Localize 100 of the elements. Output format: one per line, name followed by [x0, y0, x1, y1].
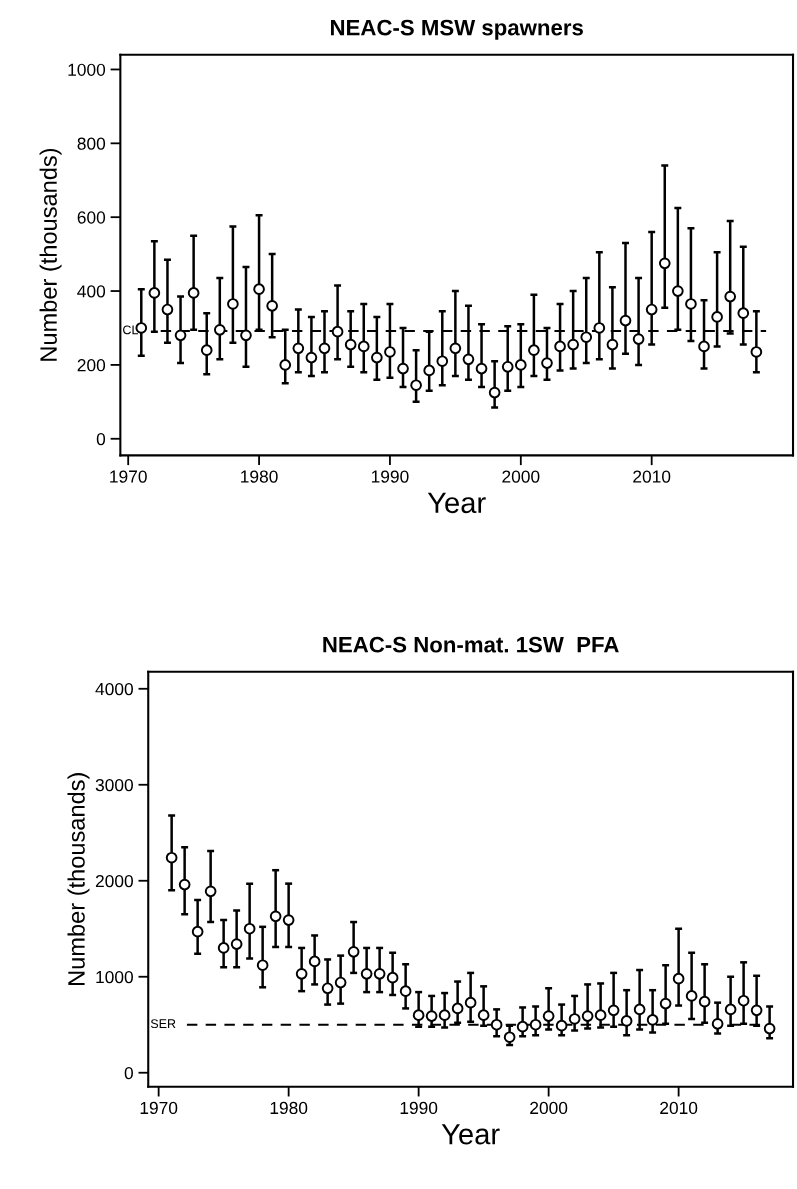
- ref-line-label: SER: [150, 1019, 176, 1029]
- point: [580, 331, 593, 344]
- point: [449, 342, 462, 355]
- point: [178, 878, 191, 891]
- point: [529, 1018, 542, 1031]
- point: [555, 1019, 568, 1032]
- point: [763, 1022, 776, 1035]
- point: [412, 1009, 425, 1021]
- x-tick-label: 1970: [110, 470, 147, 483]
- point: [438, 1009, 451, 1021]
- y-tick-label: 1000: [68, 63, 106, 76]
- point: [568, 1013, 581, 1025]
- point: [724, 290, 737, 303]
- point: [227, 298, 239, 310]
- y-tick-label: 600: [77, 211, 106, 224]
- point: [371, 351, 383, 364]
- point: [200, 344, 213, 356]
- point: [373, 968, 386, 980]
- point: [425, 1010, 438, 1022]
- point: [645, 303, 658, 316]
- y-tick-label: 400: [77, 285, 106, 298]
- point: [321, 982, 334, 995]
- point: [204, 885, 217, 898]
- chart-title: NEAC-S MSW spawners: [330, 19, 583, 40]
- point: [334, 976, 347, 989]
- point: [620, 1015, 633, 1027]
- point: [344, 338, 357, 351]
- y-tick-label: 0: [124, 1066, 133, 1080]
- x-tick-label: 2010: [633, 470, 671, 483]
- point: [187, 287, 200, 299]
- point: [217, 942, 230, 954]
- point: [451, 1002, 464, 1015]
- point: [659, 997, 672, 1010]
- y-axis-title: Number (thousands): [67, 773, 90, 985]
- y-tick-label: 1000: [96, 970, 133, 984]
- point: [269, 910, 282, 923]
- ref-line-label: CL: [123, 325, 138, 335]
- point: [711, 311, 723, 323]
- point: [331, 325, 344, 338]
- point: [399, 985, 412, 997]
- point: [514, 359, 527, 371]
- point: [410, 379, 422, 392]
- point: [213, 323, 226, 336]
- y-tick-label: 0: [96, 432, 106, 446]
- point: [672, 285, 684, 297]
- point: [542, 1010, 555, 1022]
- point: [619, 314, 632, 327]
- point: [698, 340, 710, 353]
- point: [292, 342, 305, 355]
- point: [305, 351, 318, 364]
- point: [685, 990, 698, 1002]
- point: [632, 333, 645, 345]
- point: [357, 340, 370, 353]
- point: [462, 353, 475, 366]
- point: [541, 357, 553, 369]
- point: [423, 364, 436, 377]
- x-tick-label: 2000: [502, 470, 540, 483]
- point: [282, 914, 295, 926]
- point: [646, 1014, 659, 1026]
- point: [464, 996, 477, 1009]
- point: [672, 972, 685, 985]
- point: [737, 307, 750, 320]
- point: [243, 922, 256, 935]
- point: [279, 359, 292, 371]
- point: [593, 322, 606, 334]
- point: [240, 329, 252, 342]
- x-tick-label: 2000: [530, 1101, 568, 1115]
- y-tick-label: 3000: [95, 778, 133, 792]
- point: [266, 299, 278, 312]
- point: [658, 257, 671, 270]
- x-tick-label: 1990: [400, 1101, 438, 1115]
- point: [161, 303, 174, 316]
- chart-title: NEAC-S Non-mat. 1SW PFA: [323, 636, 619, 653]
- point: [174, 329, 187, 342]
- x-tick-label: 1990: [371, 470, 409, 483]
- point: [308, 955, 321, 968]
- point: [607, 1004, 620, 1017]
- point: [711, 1017, 724, 1030]
- point: [397, 362, 409, 375]
- point: [230, 938, 243, 950]
- point: [360, 968, 373, 980]
- point: [567, 338, 579, 351]
- point: [516, 1020, 529, 1033]
- point: [488, 386, 501, 399]
- point: [581, 1010, 594, 1022]
- x-tick-label: 1980: [270, 1101, 308, 1115]
- point: [750, 346, 763, 358]
- x-tick-label: 1970: [140, 1101, 178, 1115]
- point: [386, 971, 399, 984]
- point: [191, 925, 204, 938]
- y-tick-label: 4000: [95, 682, 133, 696]
- point: [318, 342, 331, 355]
- point: [528, 344, 540, 356]
- x-tick-label: 2010: [660, 1101, 698, 1115]
- y-tick-label: 200: [77, 359, 106, 372]
- point: [698, 995, 711, 1008]
- x-axis-title: Year: [441, 1124, 500, 1145]
- x-tick-label: 1980: [241, 470, 278, 483]
- point: [594, 1009, 607, 1021]
- point: [606, 338, 619, 351]
